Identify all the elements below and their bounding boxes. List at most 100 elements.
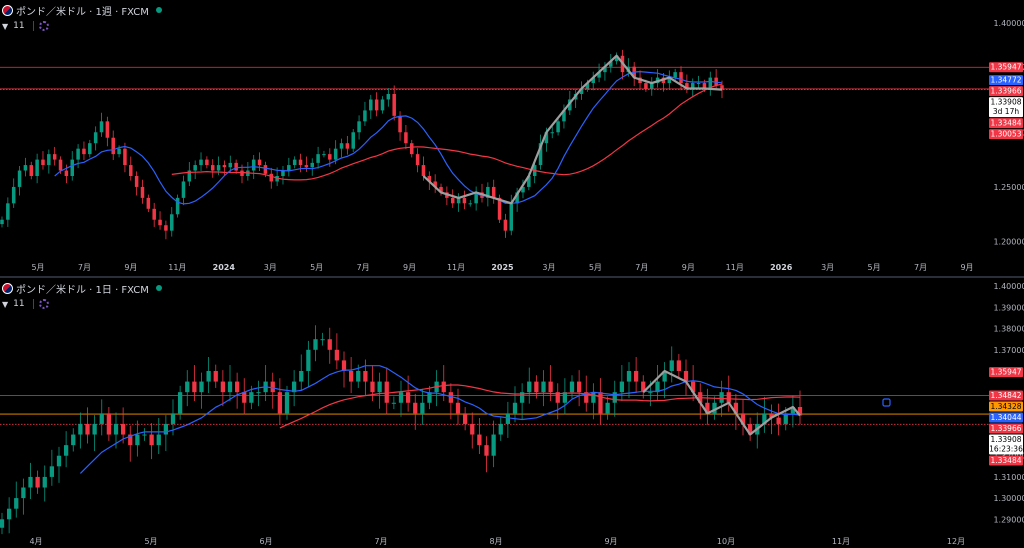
- price-tag-box: [989, 97, 1023, 118]
- price-tag-label: 1.34842: [990, 391, 1021, 400]
- price-tag-box: [989, 455, 1023, 466]
- candle-body: [470, 423, 475, 435]
- time-axis-label: 10月: [717, 537, 735, 546]
- candle-body: [11, 186, 16, 204]
- candle-body: [441, 381, 446, 393]
- candle-body: [199, 381, 204, 393]
- weekly-indicator-toggle[interactable]: ▼ 11: [2, 21, 49, 31]
- weekly-indicator-count: 11: [13, 21, 25, 31]
- daily-indicator-toggle[interactable]: ▼ 11: [2, 299, 49, 309]
- candle-body: [313, 339, 318, 350]
- candle-body: [619, 381, 625, 393]
- daily-title-text: ポンド／米ドル · 1日 · FXCM: [16, 284, 149, 296]
- pane-divider[interactable]: [0, 276, 1024, 278]
- candle-body: [685, 83, 689, 89]
- candle-body: [509, 203, 514, 231]
- candle-body: [374, 99, 379, 111]
- price-tag-label: 1.34044: [990, 413, 1021, 422]
- candle-body: [210, 165, 215, 171]
- price-tag: 1.33966: [989, 86, 1023, 97]
- candle-body: [505, 413, 511, 424]
- weekly-chart-canvas[interactable]: 5月 7月 9月 11月 2024 3月 5月 7月 9月 11月 2025 3月 5月 7月 9月 11月 2…: [0, 0, 1024, 276]
- candle-body: [78, 423, 83, 435]
- candle-body: [64, 170, 69, 176]
- weekly-title-text: ポンド／米ドル · 1週 · FXCM: [16, 6, 149, 18]
- time-axis-label: 5月: [310, 263, 323, 272]
- candle-body: [683, 370, 689, 382]
- candle-body: [491, 434, 496, 456]
- candle-body: [310, 162, 314, 168]
- price-tag-box: [989, 75, 1023, 86]
- candle-body: [491, 186, 496, 198]
- candle-body: [0, 519, 5, 528]
- time-axis-label: 11月: [447, 263, 465, 272]
- candle-body: [591, 77, 595, 84]
- price-tag-label: 1.34772: [990, 76, 1021, 85]
- candle-body: [41, 159, 45, 166]
- countdown-label: 16:23:36: [989, 445, 1023, 454]
- candle-body: [404, 132, 408, 144]
- price-tag-box: [989, 401, 1023, 412]
- candle-body: [655, 381, 660, 393]
- weekly-symbol-title[interactable]: ポンド／米ドル · 1週 · FXCM: [2, 3, 162, 18]
- price-tag-label: 1.35947: [990, 368, 1021, 377]
- candle-body: [427, 176, 432, 182]
- time-axis-label: 9月: [960, 263, 973, 272]
- candle-body: [410, 143, 414, 155]
- candle-body: [597, 72, 601, 78]
- candle-body: [790, 407, 796, 414]
- candle-body: [556, 121, 560, 133]
- time-axis-label: 11月: [832, 537, 850, 546]
- separator: [32, 21, 34, 31]
- chevron-down-icon[interactable]: ▼: [2, 299, 9, 309]
- candle-body: [762, 413, 767, 424]
- candle-body: [291, 381, 297, 393]
- chevron-down-icon[interactable]: ▼: [2, 21, 9, 31]
- candle-body: [456, 197, 461, 204]
- price-tag: 1.34772: [989, 75, 1023, 86]
- candle-body: [222, 165, 227, 168]
- candle-body: [548, 381, 553, 393]
- candle-body: [696, 83, 701, 85]
- candle-body: [128, 434, 133, 446]
- candle-body: [92, 423, 97, 435]
- candle-body: [562, 110, 566, 122]
- candle-body: [515, 192, 519, 204]
- candle-body: [497, 197, 502, 220]
- candle-body: [369, 99, 373, 111]
- price-tag-box: [989, 412, 1023, 423]
- slow-moving-average-line: [171, 83, 723, 181]
- weekly-chart-pane[interactable]: 5月 7月 9月 11月 2024 3月 5月 7月 9月 11月 2025 3月 5月 7月 9月 11月 2…: [0, 0, 1024, 276]
- candle-body: [47, 154, 51, 166]
- crosshair-marker-icon[interactable]: [882, 398, 891, 407]
- daily-chart-canvas[interactable]: 4月 5月 6月 7月 8月 9月 10月 11月 12月 1.40000 1.39000 1.380…: [0, 278, 1024, 548]
- candle-body: [386, 94, 391, 100]
- candle-body: [348, 370, 354, 382]
- price-tag-label: 1.34328: [990, 402, 1021, 411]
- time-axis-label: 5月: [589, 263, 602, 272]
- candle-body: [23, 165, 28, 171]
- daily-symbol-title[interactable]: ポンド／米ドル · 1日 · FXCM: [2, 281, 162, 296]
- price-tag-box: [989, 118, 1023, 129]
- indicator-settings-icon[interactable]: [38, 299, 49, 309]
- candle-body: [512, 402, 518, 414]
- daily-chart-pane[interactable]: 4月 5月 6月 7月 8月 9月 10月 11月 12月 1.40000 1.39000 1.380…: [0, 278, 1024, 548]
- price-tag: 1.34328: [989, 401, 1023, 412]
- candle-body: [333, 148, 338, 160]
- candle-body: [228, 162, 233, 168]
- candle-body: [420, 402, 425, 414]
- gbp-usd-flag-icon: [2, 282, 13, 294]
- candle-body: [71, 434, 76, 446]
- indicator-settings-icon[interactable]: [38, 21, 49, 31]
- candle-body: [185, 381, 190, 393]
- time-axis-label: 7月: [914, 263, 927, 272]
- price-axis-label: 1.31000: [993, 473, 1024, 482]
- zigzag-line: [422, 54, 723, 205]
- candle-body: [769, 413, 774, 418]
- candle-body: [256, 392, 261, 394]
- price-axis-label: 1.40000: [993, 19, 1024, 28]
- price-tag-label: 1.33908: [990, 98, 1021, 107]
- price-tag-box: [989, 423, 1023, 434]
- candle-body: [339, 143, 344, 149]
- candle-body: [270, 381, 275, 393]
